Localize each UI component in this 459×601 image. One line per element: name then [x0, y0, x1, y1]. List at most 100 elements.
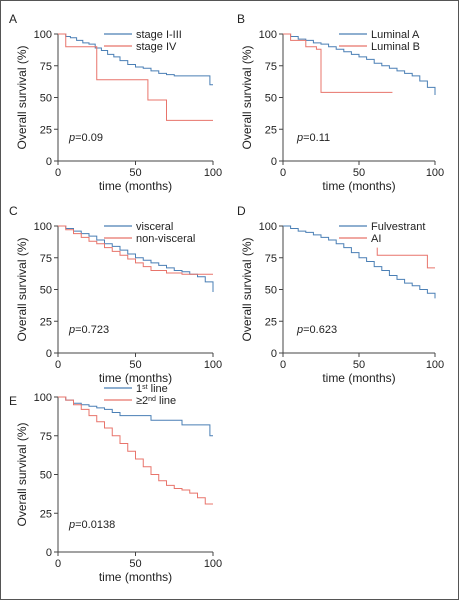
p-value-label: p=0.0138 — [68, 519, 115, 531]
survival-curve-blue — [283, 225, 436, 299]
x-tick-label: 0 — [280, 359, 286, 371]
legend-label: non-visceral — [136, 233, 195, 245]
y-axis-title: Overall survival (%) — [240, 237, 254, 341]
y-tick-label: 50 — [40, 285, 52, 297]
x-tick-label: 100 — [204, 558, 222, 570]
y-axis-title: Overall survival (%) — [15, 237, 29, 341]
y-tick-label: 100 — [34, 29, 52, 41]
p-value-label: p=0.723 — [68, 324, 109, 336]
y-tick-label: 0 — [271, 348, 277, 360]
legend-label-main: 1 — [136, 383, 142, 395]
y-tick-label: 100 — [259, 29, 277, 41]
panel-letter: E — [9, 394, 17, 408]
p-value-number: =0.723 — [75, 324, 109, 336]
x-tick-label: 50 — [129, 558, 141, 570]
p-value-number: =0.11 — [303, 132, 330, 144]
p-value-number: =0.0138 — [75, 519, 115, 531]
panel-c: C 0 25 50 75 100 0 50 100 time (months) Overall su… — [9, 204, 222, 385]
legend-label-superscript: nd — [148, 396, 156, 403]
x-tick-label: 0 — [280, 167, 286, 179]
panel-a: A 0 25 50 75 100 0 50 100 time (months) Overall su… — [9, 12, 222, 193]
panel-b: B 0 25 50 75 100 0 50 100 time (months) Overall su… — [237, 12, 444, 193]
x-tick-label: 50 — [129, 167, 141, 179]
panel-letter: B — [237, 12, 245, 26]
p-value-symbol: p — [68, 132, 75, 144]
panel-letter: C — [9, 204, 18, 218]
legend-label: visceral — [136, 221, 173, 233]
y-tick-label: 50 — [265, 285, 277, 297]
y-tick-label: 25 — [40, 508, 52, 520]
y-axis-title: Overall survival (%) — [15, 45, 29, 149]
x-axis-title: time (months) — [322, 179, 395, 193]
panel-d: D 0 25 50 75 100 0 50 100 time (months) Overall su… — [237, 204, 444, 385]
y-tick-label: 75 — [265, 61, 277, 73]
legend-label: AI — [371, 233, 381, 245]
survival-curve-red — [58, 225, 213, 275]
x-axis-title: time (months) — [99, 570, 172, 584]
legend-label-superscript: st — [142, 384, 148, 391]
p-value-symbol: p — [68, 324, 75, 336]
x-axis-title: time (months) — [322, 371, 395, 385]
survival-curve-red — [283, 33, 393, 93]
x-tick-label: 0 — [55, 167, 61, 179]
p-value-label: p=0.09 — [68, 132, 103, 144]
y-tick-label: 0 — [46, 156, 52, 168]
x-tick-label: 0 — [55, 558, 61, 570]
y-tick-label: 0 — [271, 156, 277, 168]
legend-label: Luminal B — [371, 41, 420, 53]
x-tick-label: 50 — [353, 167, 365, 179]
y-tick-label: 75 — [40, 253, 52, 265]
panel-letter: A — [9, 12, 17, 26]
survival-curve-blue — [58, 225, 214, 293]
survival-curve-red — [58, 396, 213, 505]
y-tick-label: 100 — [34, 392, 52, 404]
panel-letter: D — [237, 204, 246, 218]
legend-label: Luminal A — [371, 29, 420, 41]
y-tick-label: 25 — [40, 316, 52, 328]
y-tick-label: 75 — [40, 431, 52, 443]
y-tick-label: 75 — [265, 253, 277, 265]
y-axis-title: Overall survival (%) — [15, 422, 29, 526]
y-axis-title: Overall survival (%) — [240, 45, 254, 149]
y-tick-label: 50 — [40, 93, 52, 105]
y-tick-label: 25 — [40, 124, 52, 136]
p-value-number: =0.623 — [303, 324, 337, 336]
y-tick-label: 100 — [259, 221, 277, 233]
survival-curve-red — [58, 33, 213, 121]
survival-curve-blue — [58, 33, 213, 86]
y-tick-label: 75 — [40, 61, 52, 73]
y-tick-label: 0 — [46, 547, 52, 559]
legend-label: stage I-III — [136, 29, 182, 41]
x-axis-title: time (months) — [99, 371, 172, 385]
panel-e: E 0 25 50 75 100 0 50 100 time (months) Overall su… — [9, 383, 222, 584]
x-axis-title: time (months) — [99, 179, 172, 193]
y-tick-label: 50 — [40, 470, 52, 482]
survival-curve-red — [376, 247, 435, 269]
x-tick-label: 100 — [204, 167, 222, 179]
x-tick-label: 50 — [353, 359, 365, 371]
y-tick-label: 0 — [46, 348, 52, 360]
legend-label: ≥2nd line — [136, 395, 176, 407]
p-value-label: p=0.11 — [296, 132, 330, 144]
legend-label-suffix: line — [148, 383, 168, 395]
p-value-number: =0.09 — [75, 132, 103, 144]
p-value-symbol: p — [68, 519, 75, 531]
legend-label-suffix: line — [156, 395, 176, 407]
x-tick-label: 50 — [129, 359, 141, 371]
x-tick-label: 100 — [426, 359, 444, 371]
y-tick-label: 100 — [34, 221, 52, 233]
legend-label: stage IV — [136, 41, 177, 53]
legend-label-main: ≥2 — [136, 395, 148, 407]
x-tick-label: 100 — [426, 167, 444, 179]
p-value-symbol: p — [296, 132, 303, 144]
p-value-symbol: p — [296, 324, 303, 336]
survival-curve-blue — [283, 33, 436, 95]
y-tick-label: 25 — [265, 316, 277, 328]
x-tick-label: 100 — [204, 359, 222, 371]
p-value-label: p=0.623 — [296, 324, 337, 336]
y-tick-label: 25 — [265, 124, 277, 136]
y-tick-label: 50 — [265, 93, 277, 105]
legend-label: Fulvestrant — [371, 221, 425, 233]
